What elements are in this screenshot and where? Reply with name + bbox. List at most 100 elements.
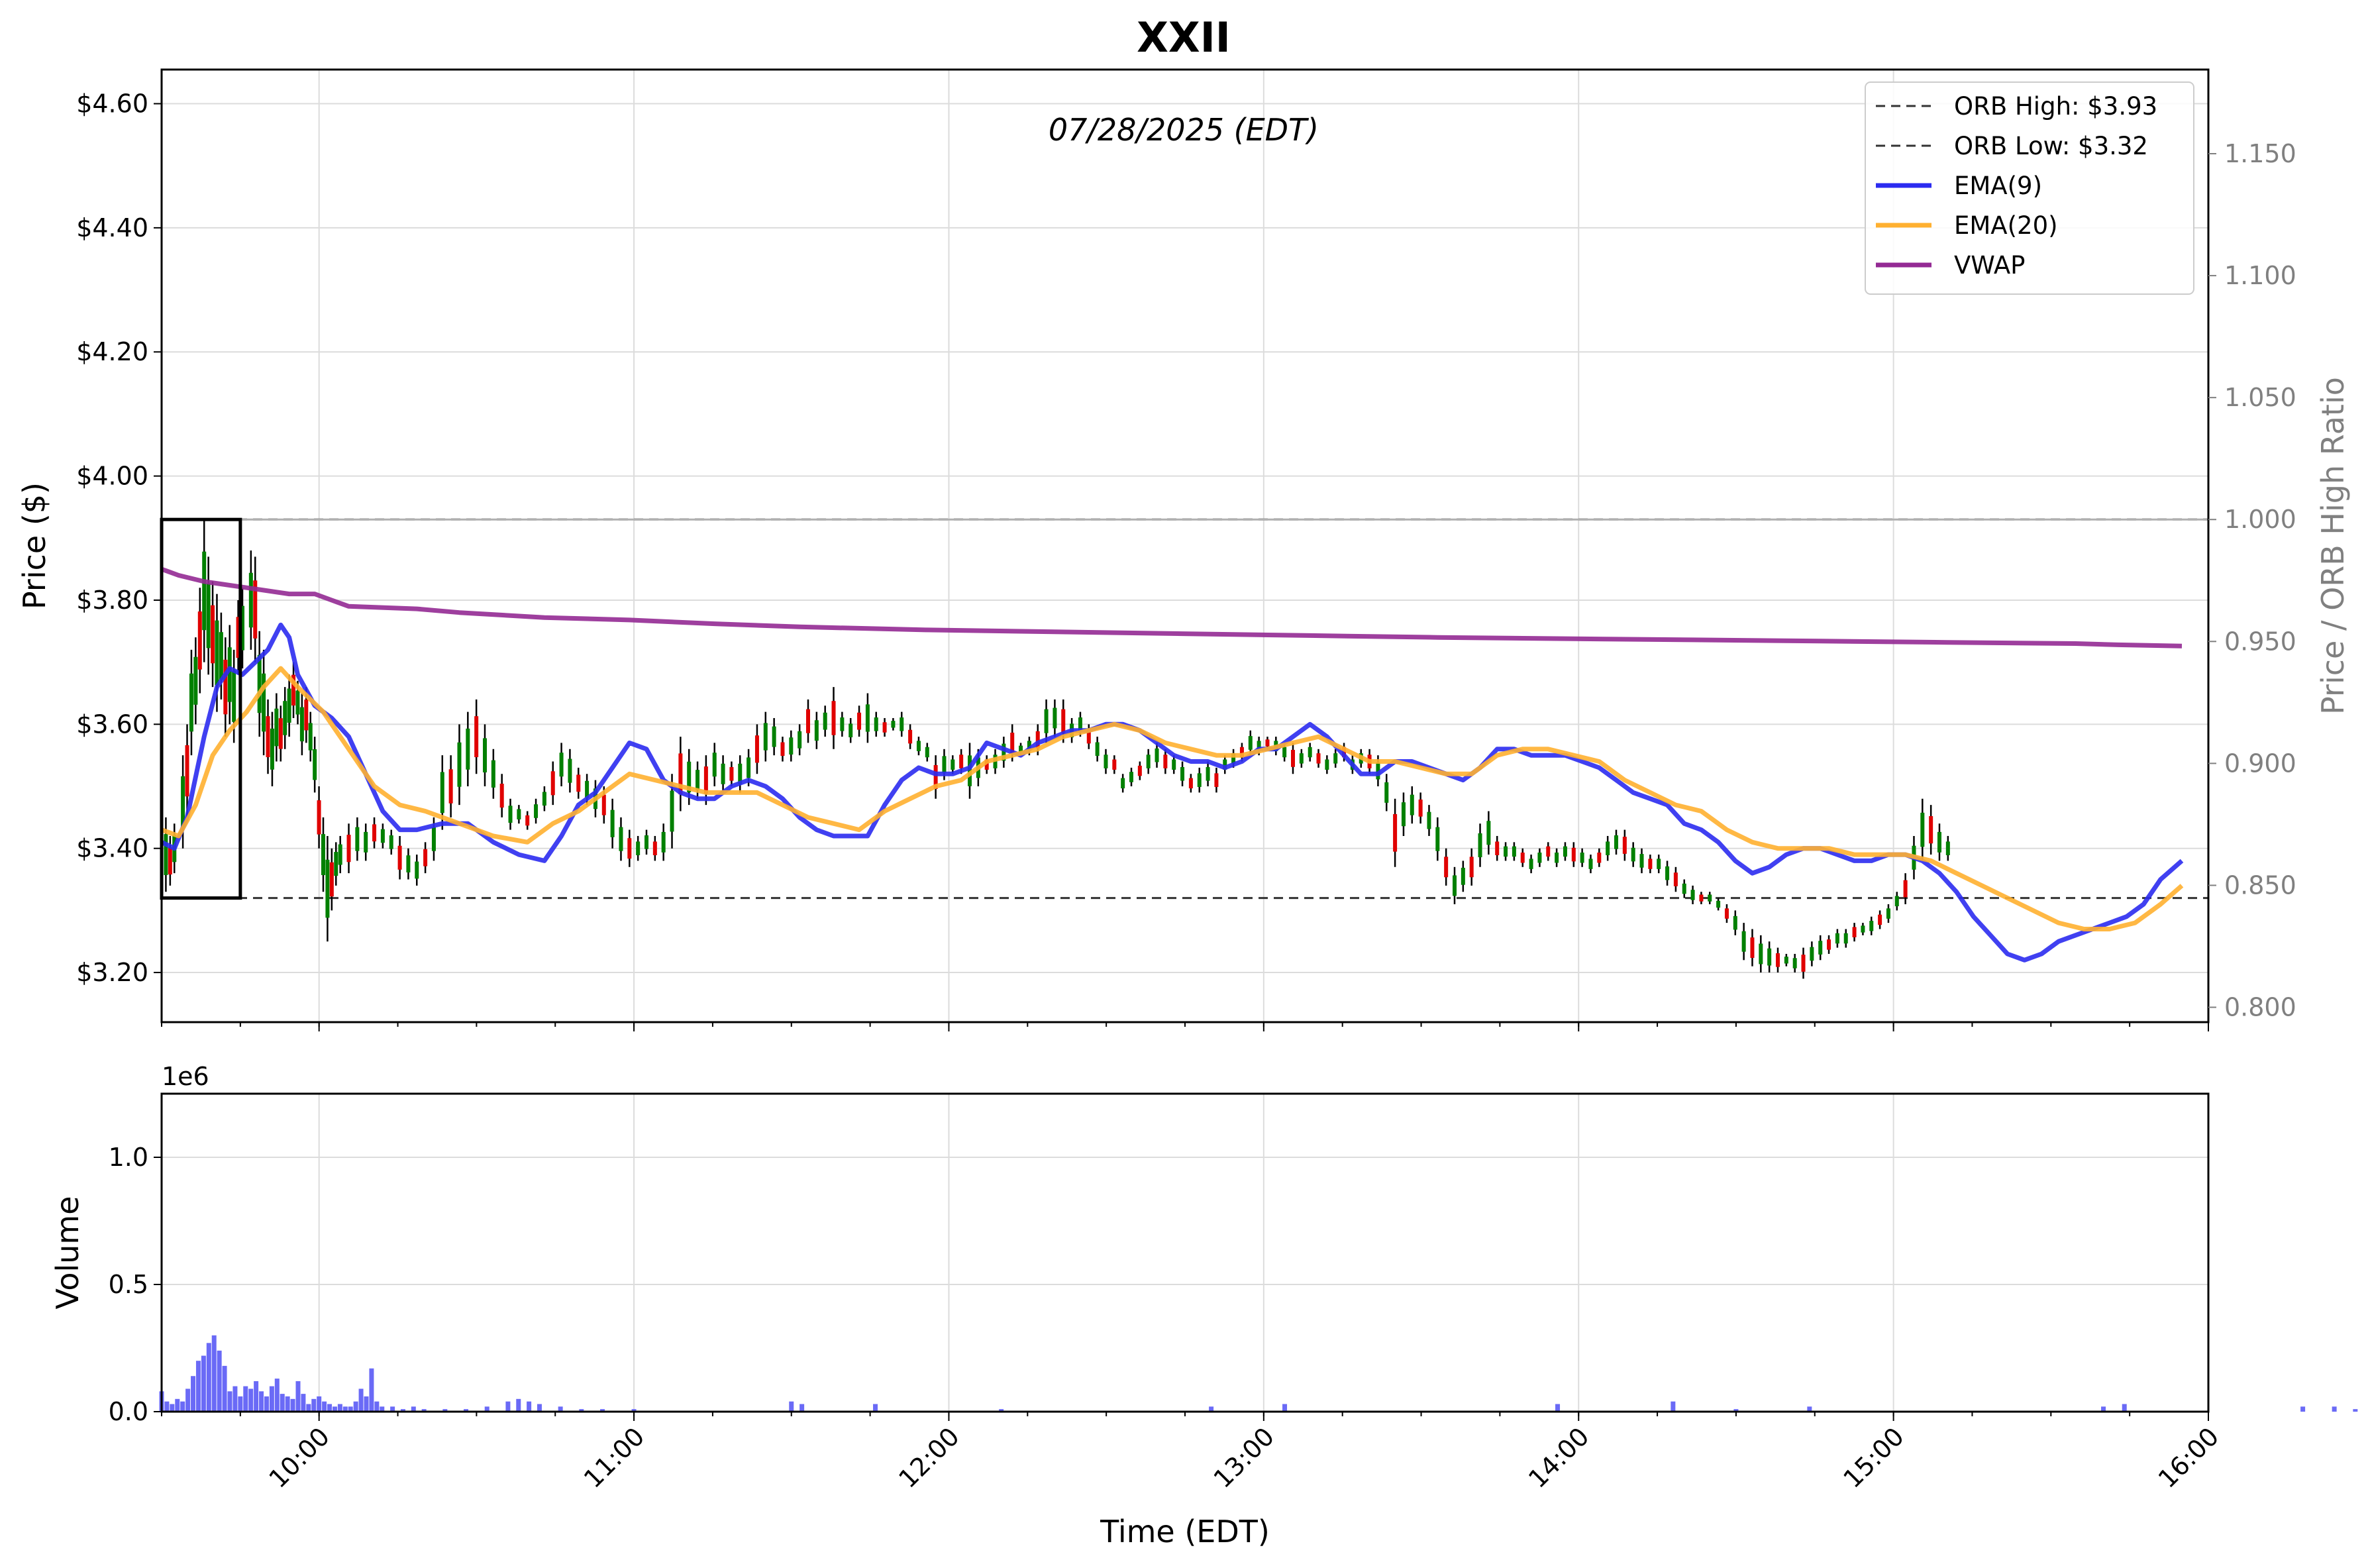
volume-bar: [211, 1335, 217, 1412]
candle-body: [491, 760, 495, 788]
indicator-lines: [160, 566, 2184, 963]
candle-body: [1418, 799, 1423, 817]
volume-bar: [322, 1401, 327, 1412]
candle-body: [1759, 943, 1763, 965]
candle-body: [849, 723, 853, 738]
candle-body: [372, 824, 377, 842]
volume-bar: [332, 1406, 337, 1412]
reference-lines: [162, 518, 2208, 900]
candle-body: [636, 841, 641, 855]
price-y-label: Price ($): [17, 482, 52, 609]
candle-body: [1878, 914, 1882, 925]
candle-body: [1622, 837, 1627, 854]
candle-body: [1818, 941, 1823, 955]
candle-body: [211, 605, 215, 664]
price-y-ticks: $3.20 $3.40 $3.60 $3.80 $4.00 $4.20 $4.40 $4.60: [76, 89, 162, 987]
volume-bar: [558, 1406, 563, 1412]
candlesticks: [164, 519, 1950, 979]
candle-body: [1393, 813, 1398, 852]
volume-bar: [1282, 1404, 1288, 1412]
candle-body: [814, 720, 819, 741]
candle-body: [274, 708, 279, 747]
volume-bar: [2300, 1406, 2306, 1412]
ratio-tick-label: 0.900: [2224, 749, 2296, 778]
candle-body: [942, 756, 947, 774]
candle-body: [1631, 847, 1635, 862]
candle-body: [1767, 948, 1772, 966]
candle-body: [644, 835, 648, 849]
candle-body: [1223, 759, 1227, 770]
candle-body: [389, 835, 393, 849]
price-tick-label: $3.80: [76, 586, 148, 615]
volume-bar: [295, 1381, 301, 1412]
candle-body: [1673, 872, 1678, 886]
candle-body: [253, 580, 258, 639]
candle-body: [223, 659, 228, 715]
candle-body: [984, 759, 989, 770]
price-tick-label: $4.20: [76, 337, 148, 366]
candle-body: [181, 776, 185, 828]
candle-body: [568, 758, 572, 783]
candle-body: [959, 755, 964, 768]
candle-body: [474, 716, 479, 757]
candle-body: [1410, 794, 1414, 815]
candle-body: [1555, 853, 1559, 863]
candle-body: [1461, 867, 1465, 885]
candle-body: [304, 700, 309, 731]
candle-body: [865, 704, 870, 732]
candle-body: [874, 717, 878, 731]
candle-body: [1316, 753, 1321, 764]
candle-body: [338, 844, 342, 865]
volume-bar: [358, 1388, 364, 1412]
volume-bar: [516, 1398, 521, 1412]
candle-body: [1486, 821, 1491, 845]
volume-bar: [280, 1394, 285, 1412]
candle-body: [772, 726, 776, 747]
volume-y-label: Volume: [50, 1196, 85, 1309]
candle-body: [227, 647, 232, 702]
candle-body: [1792, 958, 1797, 968]
candle-body: [831, 701, 836, 735]
volume-bar: [327, 1404, 333, 1412]
candle-body: [882, 722, 887, 733]
candle-body: [798, 731, 802, 749]
volume-bar: [206, 1343, 211, 1412]
candle-body: [1078, 717, 1082, 731]
candle-body: [619, 827, 623, 851]
ema-20-line: [160, 666, 2184, 931]
candle-body: [1639, 854, 1644, 868]
candle-body: [1163, 755, 1168, 768]
candle-body: [1529, 859, 1533, 869]
candle-body: [585, 780, 590, 798]
candle-body: [1019, 745, 1023, 753]
candle-body: [1937, 831, 1941, 853]
volume-bar: [369, 1368, 374, 1412]
volume-bar: [1209, 1406, 1214, 1412]
candle-body: [1776, 953, 1780, 967]
candle-body: [215, 620, 219, 686]
volume-bar: [374, 1401, 380, 1412]
candle-body: [576, 774, 581, 792]
candle-body: [670, 790, 674, 832]
candle-body: [291, 674, 296, 706]
candle-body: [542, 792, 546, 806]
candle-body: [1614, 835, 1618, 849]
candle-body: [257, 654, 262, 713]
volume-bar: [232, 1386, 238, 1412]
candle-body: [295, 690, 300, 715]
price-tick-label: $3.20: [76, 958, 148, 987]
ratio-tick-label: 1.100: [2224, 261, 2296, 290]
price-tick-label: $4.60: [76, 89, 148, 119]
volume-scale-label: 1e6: [162, 1062, 209, 1091]
volume-bar: [259, 1391, 264, 1412]
candle-body: [1741, 931, 1746, 952]
volume-bar: [2101, 1406, 2106, 1412]
candle-body: [661, 831, 666, 853]
candle-body: [754, 735, 759, 763]
candle-body: [1606, 841, 1610, 855]
candle-body: [1504, 846, 1508, 857]
volume-bar: [195, 1361, 201, 1412]
candle-body: [1945, 841, 1950, 855]
candle-body: [1239, 747, 1244, 758]
price-tick-label: $4.00: [76, 462, 148, 491]
